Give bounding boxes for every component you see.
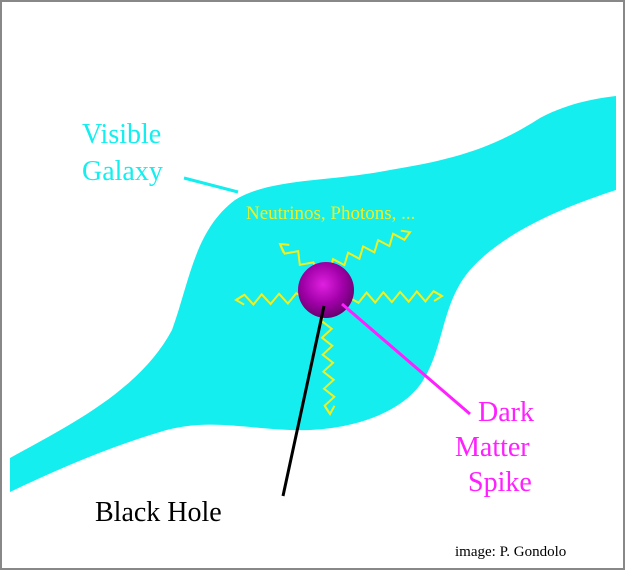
label: Black Hole <box>95 497 222 528</box>
emission-rays <box>234 229 444 416</box>
label: Dark <box>478 397 534 428</box>
emission-ray <box>349 289 443 305</box>
label: Visible <box>82 119 161 150</box>
dark-matter-spike <box>298 262 354 318</box>
label: Spike <box>468 467 532 498</box>
label: Matter <box>455 432 530 463</box>
galaxy-leader <box>183 176 239 194</box>
label: Neutrinos, Photons, ... <box>246 203 415 224</box>
arrowhead <box>324 405 336 416</box>
emission-ray <box>320 311 336 415</box>
label: Galaxy <box>82 156 163 187</box>
emission-ray <box>319 231 411 273</box>
arrowhead <box>234 294 245 306</box>
credit: image: P. Gondolo <box>455 544 566 560</box>
arrowhead <box>278 242 290 253</box>
emission-ray <box>235 292 306 307</box>
black-hole-leader <box>281 305 326 497</box>
spike-leader <box>341 302 471 416</box>
arrowhead <box>400 229 412 241</box>
arrowhead <box>433 290 444 302</box>
